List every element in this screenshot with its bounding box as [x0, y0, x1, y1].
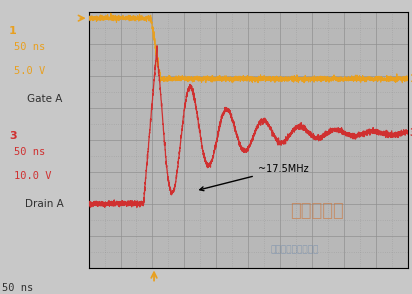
- Text: ~17.5MHz: ~17.5MHz: [200, 164, 309, 191]
- Text: Gate A: Gate A: [27, 93, 62, 103]
- Text: 10.0 V: 10.0 V: [14, 171, 52, 181]
- Text: 3: 3: [9, 131, 16, 141]
- Text: 1: 1: [410, 74, 412, 84]
- Text: 5.0 V: 5.0 V: [14, 66, 45, 76]
- Text: 易迪拓培训: 易迪拓培训: [290, 202, 344, 220]
- Text: 50 ns: 50 ns: [2, 283, 33, 293]
- Text: 3: 3: [410, 128, 412, 138]
- Text: 1: 1: [9, 26, 16, 36]
- Text: Drain A: Drain A: [25, 199, 64, 209]
- Text: 50 ns: 50 ns: [14, 148, 45, 158]
- Text: 50 ns: 50 ns: [14, 42, 45, 52]
- Text: 射频和天线设计专家: 射频和天线设计专家: [271, 245, 319, 254]
